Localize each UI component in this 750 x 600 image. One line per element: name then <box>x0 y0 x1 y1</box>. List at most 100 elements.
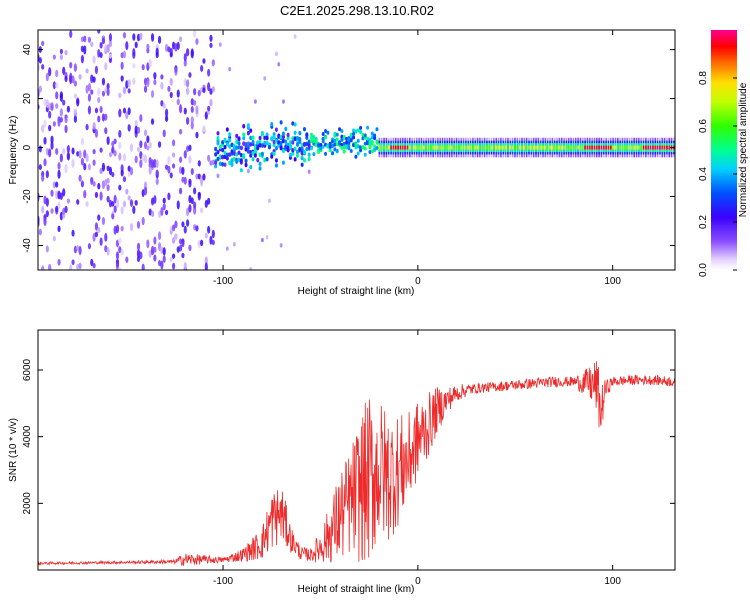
heatmap-cell <box>307 169 311 174</box>
heatmap-cell <box>200 207 204 214</box>
heatmap-cell <box>167 156 171 165</box>
heatmap-cell <box>628 145 631 150</box>
heatmap-cell <box>92 55 96 64</box>
heatmap-cell <box>160 81 164 90</box>
heatmap-cell <box>397 145 399 150</box>
heatmap-cell <box>41 40 45 47</box>
heatmap-cell <box>41 174 45 182</box>
heatmap-cell <box>45 72 49 82</box>
heatmap-cell <box>588 145 591 150</box>
heatmap-cell <box>305 141 309 147</box>
heatmap-cell <box>617 145 619 150</box>
heatmap-cell <box>115 251 120 260</box>
heatmap-cell <box>277 133 281 138</box>
heatmap-cell <box>361 145 365 150</box>
heatmap-cell <box>41 124 45 133</box>
heatmap-cell <box>342 134 346 139</box>
heatmap-cell <box>197 191 201 198</box>
heatmap-cell <box>218 161 222 166</box>
heatmap-cell <box>106 247 110 256</box>
heatmap-cell <box>118 141 122 150</box>
heatmap-cell <box>186 87 190 96</box>
snr-x-tick-label: 100 <box>604 576 621 587</box>
heatmap-cell <box>94 107 99 114</box>
heatmap-cell <box>272 139 276 145</box>
heatmap-cell <box>66 151 70 160</box>
heatmap-cell <box>97 30 101 34</box>
heatmap-cell <box>507 145 509 150</box>
snr-panel: -100 0 100 2000 4000 6000 Height of straight… <box>8 329 676 595</box>
heatmap-cell <box>122 200 127 208</box>
heatmap-cell <box>57 201 61 209</box>
heatmap-cell <box>423 145 425 150</box>
heatmap-cell <box>55 205 59 213</box>
heatmap-cell <box>106 178 110 184</box>
heatmap-cell <box>132 77 136 85</box>
snr-x-tick-label: -100 <box>213 576 233 587</box>
heatmap-cell <box>375 140 379 145</box>
heatmap-cell <box>469 145 472 150</box>
heatmap-cell <box>214 164 218 169</box>
heatmap-cell <box>656 145 659 150</box>
heatmap-cell <box>85 201 89 207</box>
heatmap-cell <box>347 146 351 151</box>
heatmap-cell <box>62 148 66 155</box>
heatmap-cell <box>528 145 530 150</box>
heatmap-cell <box>474 145 477 150</box>
heatmap-cell <box>207 197 211 205</box>
heatmap-cell <box>188 144 192 152</box>
heatmap-cell <box>246 168 250 174</box>
heatmap-cell <box>171 237 176 244</box>
heatmap-cell <box>59 108 63 117</box>
spectrogram-y-label: Frequency (Hz) <box>8 116 19 185</box>
heatmap-cell <box>211 239 215 246</box>
heatmap-cell <box>153 246 157 253</box>
heatmap-cell <box>97 214 101 221</box>
heatmap-cell <box>120 61 124 70</box>
heatmap-cell <box>235 139 239 145</box>
heatmap-cell <box>307 139 311 144</box>
heatmap-cell <box>193 30 197 38</box>
heatmap-cell <box>101 113 106 122</box>
heatmap-cell <box>310 135 314 140</box>
heatmap-cell <box>178 103 183 114</box>
heatmap-cell <box>532 145 535 150</box>
heatmap-cell <box>55 181 59 188</box>
heatmap-cell <box>418 145 420 150</box>
heatmap-cell <box>392 145 395 150</box>
heatmap-cell <box>300 146 304 152</box>
heatmap-cell <box>577 145 579 150</box>
heatmap-cell <box>460 145 463 150</box>
heatmap-cell <box>113 150 117 157</box>
heatmap-cell <box>59 54 63 60</box>
heatmap-cell <box>291 136 295 141</box>
heatmap-cell <box>387 145 390 150</box>
heatmap-cell <box>277 140 281 145</box>
heatmap-cell <box>300 142 304 148</box>
heatmap-cell <box>216 173 220 179</box>
heatmap-cell <box>120 225 124 232</box>
heatmap-cell <box>302 158 306 163</box>
heatmap-cell <box>104 62 108 71</box>
heatmap-cell <box>256 140 260 145</box>
heatmap-cell <box>354 129 358 134</box>
heatmap-cell <box>38 85 42 93</box>
heatmap-cell <box>45 210 49 218</box>
heatmap-cell <box>401 145 404 150</box>
heatmap-cell <box>321 137 325 142</box>
heatmap-cell <box>171 163 176 169</box>
heatmap-cell <box>591 145 593 150</box>
heatmap-cell <box>132 205 136 214</box>
heatmap-cell <box>195 105 199 114</box>
heatmap-cell <box>57 169 61 179</box>
heatmap-cell <box>260 151 264 157</box>
heatmap-cell <box>122 176 127 183</box>
heatmap-cell <box>537 145 540 150</box>
heatmap-cell <box>132 63 136 69</box>
heatmap-cell <box>272 134 276 140</box>
heatmap-cell <box>111 146 115 154</box>
heatmap-cell <box>263 135 267 141</box>
heatmap-cell <box>544 145 547 150</box>
heatmap-cell <box>209 42 213 49</box>
heatmap-cell <box>251 151 255 156</box>
